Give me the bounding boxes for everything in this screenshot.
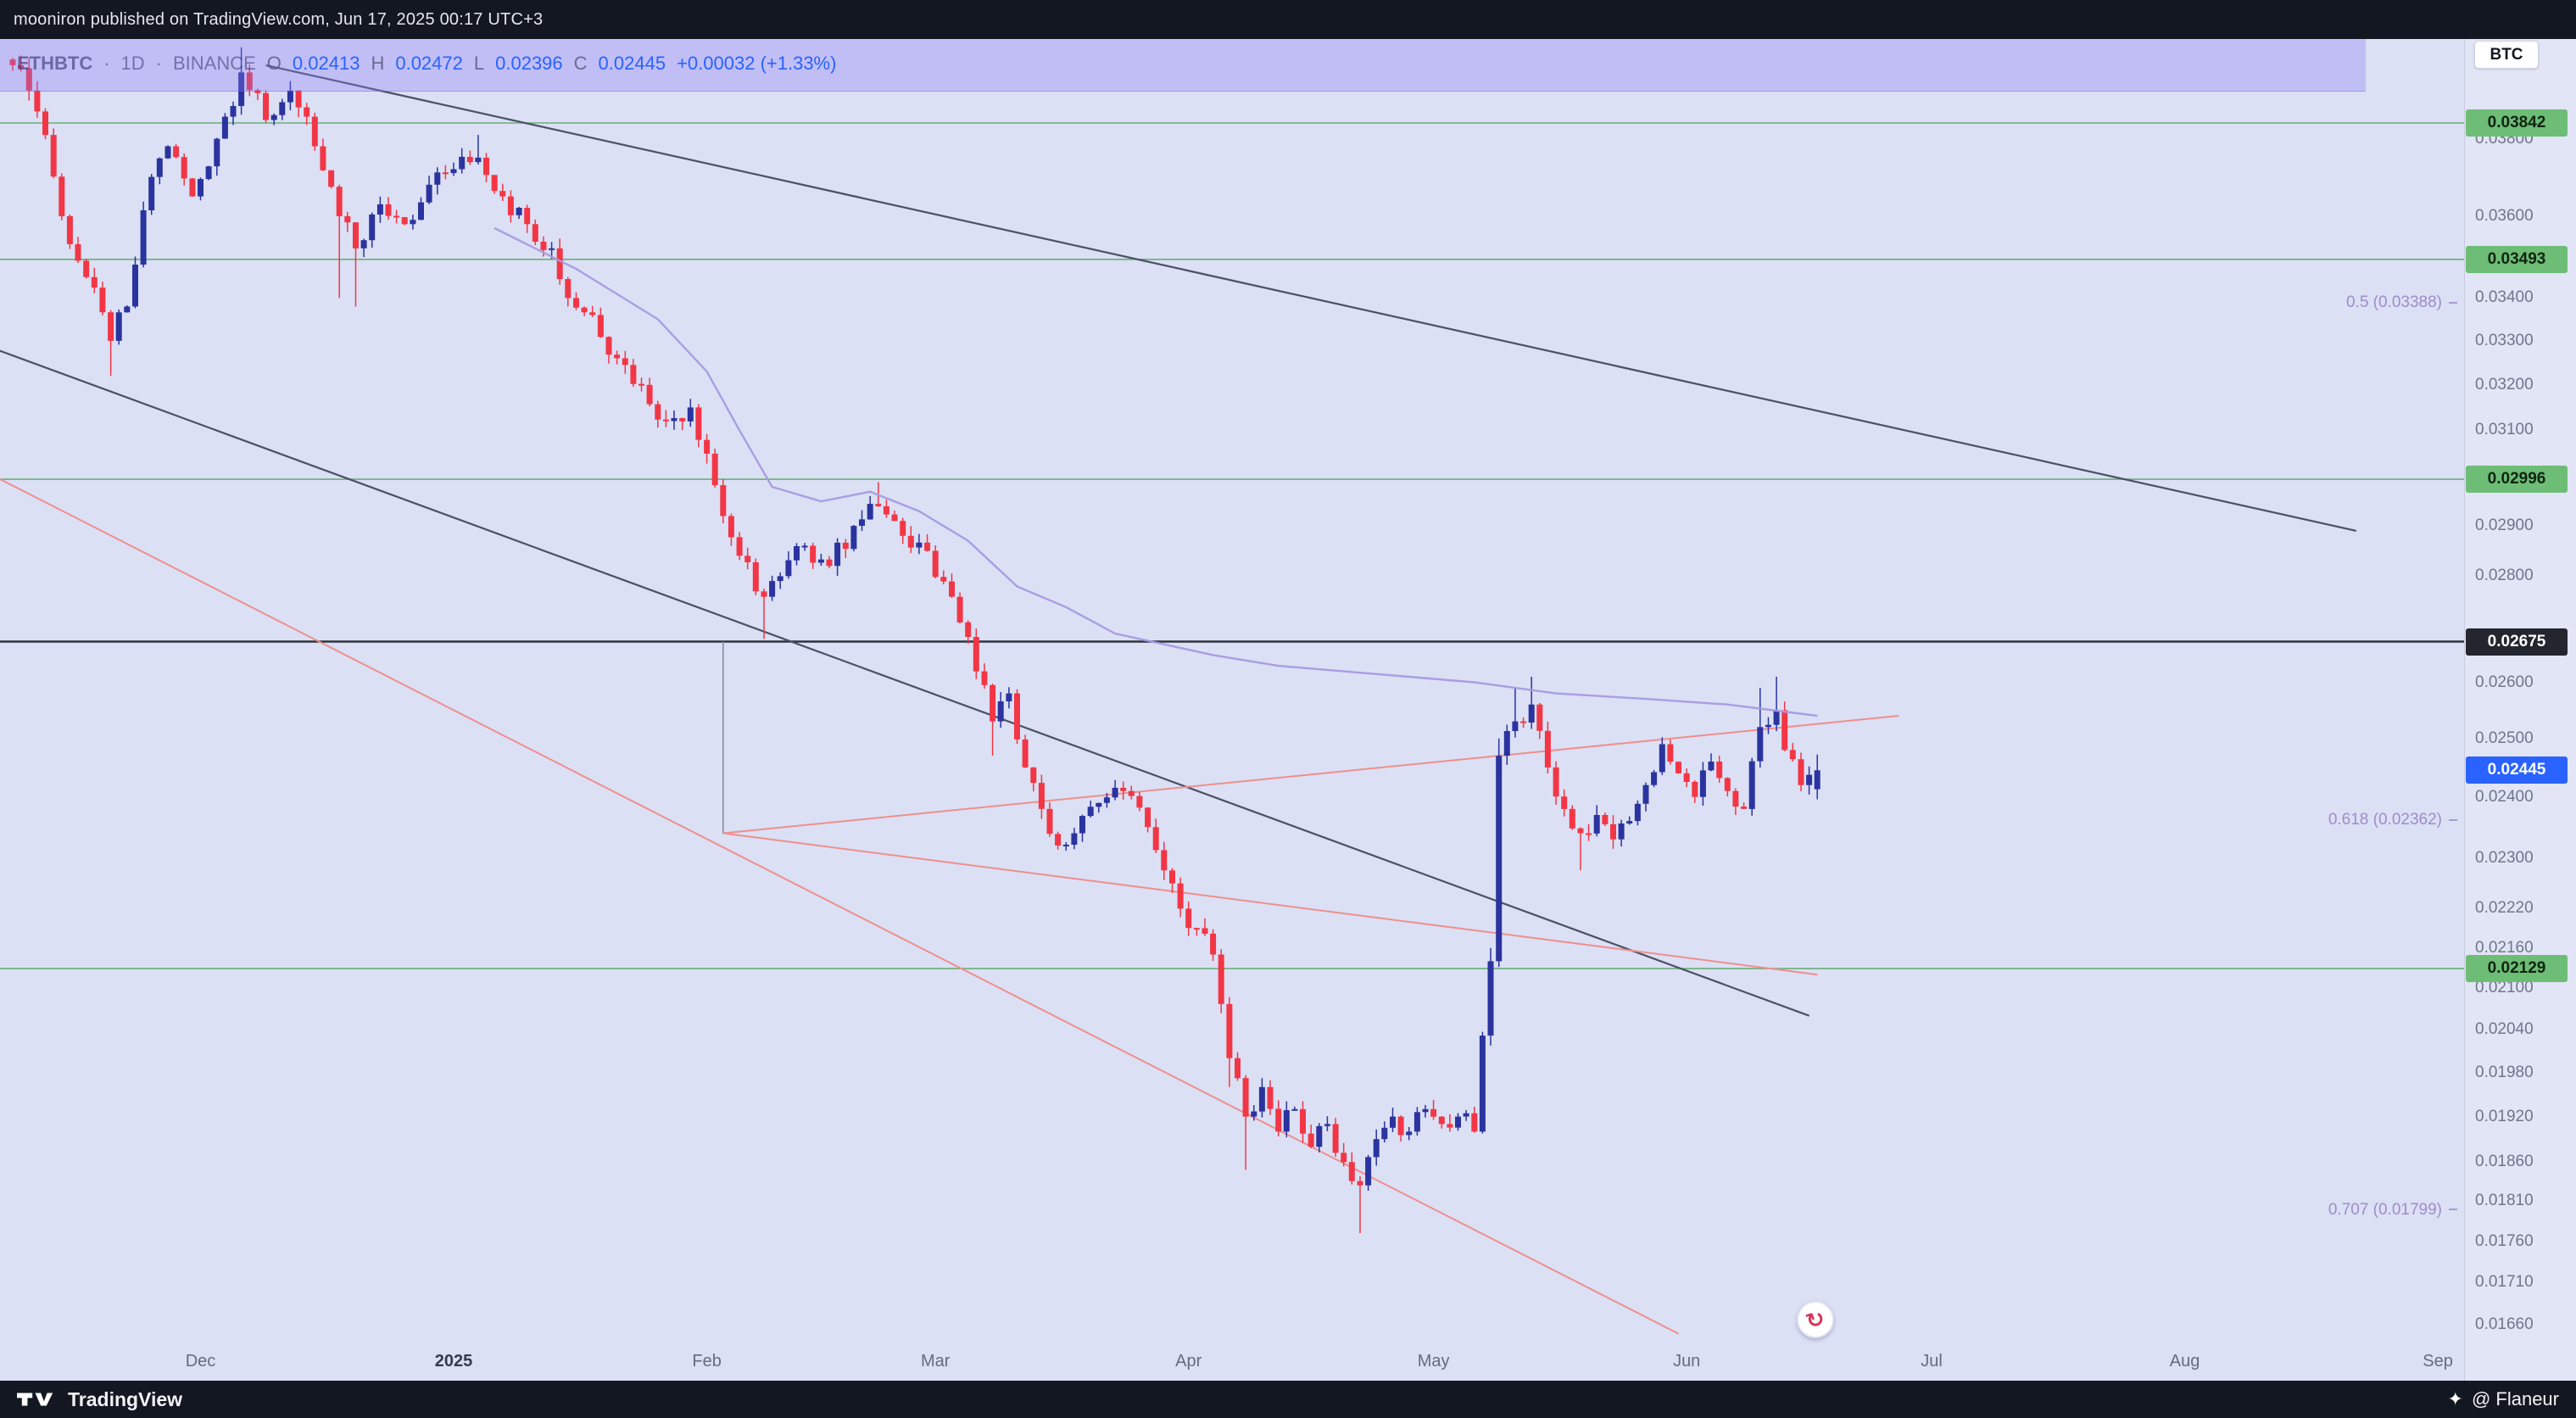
price-level-badge: 0.03842 [2466, 109, 2568, 137]
price-tick-label: 0.02040 [2475, 1020, 2534, 1039]
price-tick-label: 0.03100 [2475, 421, 2534, 439]
price-tick-label: 0.01860 [2475, 1153, 2534, 1171]
price-tick-label: 0.02500 [2475, 729, 2534, 747]
price-tick-label: 0.02160 [2475, 938, 2534, 957]
publish-info-bar: mooniron published on TradingView.com, J… [0, 0, 2576, 39]
open-label: O [266, 53, 282, 74]
price-tick-label: 0.02300 [2475, 848, 2534, 867]
price-tick-label: 0.02800 [2475, 567, 2534, 585]
time-axis-label: May [1417, 1352, 1450, 1371]
currency-toggle-button[interactable]: BTC [2474, 41, 2539, 69]
tradingview-brand-label: TradingView [68, 1387, 183, 1410]
price-level-badge: 0.02675 [2466, 628, 2568, 656]
flaneur-logo-icon: ✦ [2447, 1388, 2463, 1410]
price-tick-label: 0.02600 [2475, 673, 2534, 691]
price-tick-label: 0.02220 [2475, 899, 2534, 918]
published-idea-marker[interactable]: ↻ [1797, 1301, 1834, 1338]
open-value: 0.02413 [292, 53, 360, 74]
time-axis-label: Feb [692, 1352, 722, 1371]
price-axis[interactable]: 0.03800 0.03600 0.03400 0.03300 0.03200 0.031… [2464, 39, 2576, 1381]
price-level-badge: 0.02129 [2466, 955, 2568, 983]
low-value: 0.02396 [495, 53, 563, 74]
exchange-label: BINANCE [173, 53, 256, 74]
low-label: L [473, 53, 485, 74]
price-chart-canvas[interactable] [0, 39, 2576, 1381]
price-tick-label: 0.03600 [2475, 206, 2534, 225]
time-axis[interactable]: Dec 2025 Feb Mar Apr May Jun Jul Aug Sep [0, 39, 2464, 1381]
close-value: 0.02445 [598, 53, 666, 74]
price-level-badge: 0.03493 [2466, 245, 2568, 273]
separator-dot: · [103, 53, 110, 74]
fib-level-label: 0.707 (0.01799) [2328, 1201, 2457, 1220]
high-value: 0.02472 [395, 53, 463, 74]
price-tick-label: 0.02100 [2475, 979, 2534, 997]
price-tick-label: 0.01920 [2475, 1107, 2534, 1125]
current-price-badge: 0.02445 [2466, 756, 2568, 784]
symbol-info-row[interactable]: ETHBTC · 1D · BINANCE O 0.02413 H 0.0247… [17, 53, 836, 75]
author-credit-link[interactable]: ✦ @ Flaneur [2448, 1388, 2559, 1410]
time-axis-label: Jul [1921, 1352, 1943, 1371]
price-tick-label: 0.03200 [2475, 375, 2534, 394]
price-tick-label: 0.01810 [2475, 1192, 2534, 1210]
separator-dot: · [155, 53, 162, 74]
time-axis-label: Apr [1175, 1352, 1202, 1371]
fib-level-label: 0.5 (0.03388) [2346, 293, 2457, 312]
close-label: C [573, 53, 588, 74]
chart-area[interactable]: ETHBTC · 1D · BINANCE O 0.02413 H 0.0247… [0, 39, 2576, 1381]
symbol-name[interactable]: ETHBTC [17, 53, 93, 74]
time-axis-label: 2025 [434, 1352, 473, 1371]
price-tick-label: 0.01980 [2475, 1063, 2534, 1081]
change-value: +0.00032 (+1.33%) [677, 53, 837, 74]
price-tick-label: 0.01660 [2475, 1315, 2534, 1334]
fib-level-label: 0.618 (0.02362) [2328, 811, 2457, 829]
price-tick-label: 0.01710 [2475, 1273, 2534, 1292]
price-tick-label: 0.01760 [2475, 1231, 2534, 1250]
status-bar: TradingView ✦ @ Flaneur [0, 1381, 2576, 1418]
time-axis-label: Jun [1673, 1352, 1701, 1371]
publish-info-text: mooniron published on TradingView.com, J… [14, 9, 544, 29]
time-axis-label: Dec [185, 1352, 216, 1371]
high-label: H [371, 53, 385, 74]
tradingview-logo-icon [17, 1393, 53, 1406]
price-level-badge: 0.02996 [2466, 466, 2568, 494]
interval-label[interactable]: 1D [120, 53, 145, 74]
price-tick-label: 0.02900 [2475, 516, 2534, 535]
symbol-highlight-band [0, 39, 2366, 92]
author-credit-label: @ Flaneur [2471, 1388, 2559, 1410]
time-axis-label: Aug [2169, 1352, 2200, 1371]
idea-marker-icon: ↻ [1802, 1304, 1829, 1335]
time-axis-label: Sep [2423, 1352, 2453, 1371]
tradingview-brand-link[interactable]: TradingView [17, 1388, 182, 1411]
price-tick-label: 0.03300 [2475, 331, 2534, 349]
time-axis-label: Mar [920, 1352, 951, 1371]
price-tick-label: 0.02400 [2475, 787, 2534, 806]
price-tick-label: 0.03400 [2475, 288, 2534, 307]
